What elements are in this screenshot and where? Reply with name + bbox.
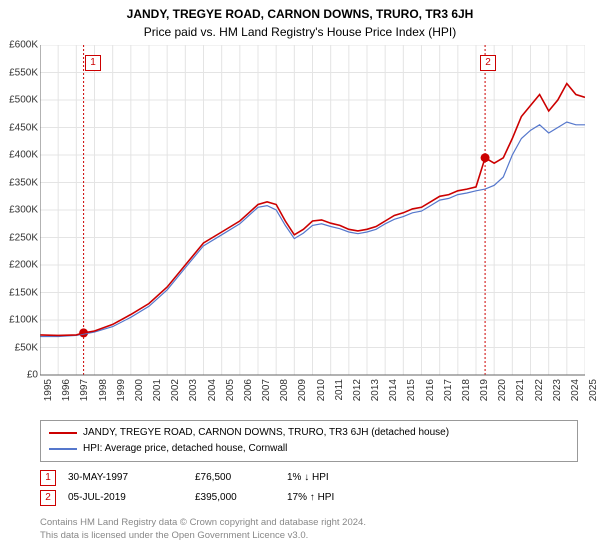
x-axis-tick-label: 2011	[334, 379, 345, 409]
x-axis-tick-label: 2016	[425, 379, 436, 409]
x-axis-tick-label: 2007	[261, 379, 272, 409]
y-axis-tick-label: £300K	[0, 205, 38, 216]
transactions-table: 1 30-MAY-1997 £76,500 1% ↓ HPI 2 05-JUL-…	[40, 468, 578, 508]
y-axis-tick-label: £350K	[0, 177, 38, 188]
x-axis-tick-label: 2013	[370, 379, 381, 409]
transaction-price: £76,500	[195, 468, 275, 488]
x-axis-tick-label: 2023	[552, 379, 563, 409]
chart-area: £0£50K£100K£150K£200K£250K£300K£350K£400…	[40, 45, 590, 415]
legend-swatch-2	[49, 448, 77, 450]
chart-marker-box: 1	[85, 55, 101, 71]
attribution: Contains HM Land Registry data © Crown c…	[40, 516, 578, 542]
transaction-pct: 1% ↓ HPI	[287, 468, 329, 488]
x-axis-tick-label: 1999	[116, 379, 127, 409]
y-axis-tick-label: £100K	[0, 315, 38, 326]
x-axis-tick-label: 2017	[443, 379, 454, 409]
x-axis-tick-label: 2005	[225, 379, 236, 409]
x-axis-tick-label: 2018	[461, 379, 472, 409]
x-axis-tick-label: 1995	[43, 379, 54, 409]
y-axis-tick-label: £400K	[0, 150, 38, 161]
y-axis-tick-label: £0	[0, 370, 38, 381]
x-axis-tick-label: 2003	[188, 379, 199, 409]
legend-swatch-1	[49, 432, 77, 434]
x-axis-tick-label: 1996	[61, 379, 72, 409]
x-axis-tick-label: 2014	[388, 379, 399, 409]
transaction-row: 2 05-JUL-2019 £395,000 17% ↑ HPI	[40, 488, 578, 508]
chart-title: JANDY, TREGYE ROAD, CARNON DOWNS, TRURO,…	[0, 0, 600, 21]
line-chart-svg	[40, 45, 585, 415]
y-axis-tick-label: £150K	[0, 287, 38, 298]
attribution-line-1: Contains HM Land Registry data © Crown c…	[40, 516, 578, 529]
legend-label-2: HPI: Average price, detached house, Corn…	[83, 441, 287, 457]
x-axis-tick-label: 2022	[534, 379, 545, 409]
chart-container: JANDY, TREGYE ROAD, CARNON DOWNS, TRURO,…	[0, 0, 600, 560]
x-axis-tick-label: 2008	[279, 379, 290, 409]
y-axis-tick-label: £550K	[0, 67, 38, 78]
x-axis-tick-label: 2019	[479, 379, 490, 409]
legend-item-1: JANDY, TREGYE ROAD, CARNON DOWNS, TRURO,…	[49, 425, 569, 441]
transaction-pct: 17% ↑ HPI	[287, 488, 334, 508]
y-axis-tick-label: £200K	[0, 260, 38, 271]
x-axis-tick-label: 2010	[316, 379, 327, 409]
transaction-marker-1: 1	[40, 470, 56, 486]
x-axis-tick-label: 2001	[152, 379, 163, 409]
x-axis-tick-label: 2006	[243, 379, 254, 409]
x-axis-tick-label: 2015	[406, 379, 417, 409]
x-axis-tick-label: 2000	[134, 379, 145, 409]
x-axis-tick-label: 2004	[207, 379, 218, 409]
x-axis-tick-label: 1998	[98, 379, 109, 409]
transaction-price: £395,000	[195, 488, 275, 508]
transaction-date: 30-MAY-1997	[68, 468, 183, 488]
chart-subtitle: Price paid vs. HM Land Registry's House …	[0, 21, 600, 45]
legend-label-1: JANDY, TREGYE ROAD, CARNON DOWNS, TRURO,…	[83, 425, 449, 441]
x-axis-tick-label: 2021	[515, 379, 526, 409]
x-axis-tick-label: 2024	[570, 379, 581, 409]
y-axis-tick-label: £50K	[0, 342, 38, 353]
transaction-date: 05-JUL-2019	[68, 488, 183, 508]
y-axis-tick-label: £450K	[0, 122, 38, 133]
transaction-row: 1 30-MAY-1997 £76,500 1% ↓ HPI	[40, 468, 578, 488]
chart-marker-box: 2	[480, 55, 496, 71]
legend-item-2: HPI: Average price, detached house, Corn…	[49, 441, 569, 457]
x-axis-tick-label: 2025	[588, 379, 599, 409]
y-axis-tick-label: £500K	[0, 95, 38, 106]
x-axis-tick-label: 2012	[352, 379, 363, 409]
legend: JANDY, TREGYE ROAD, CARNON DOWNS, TRURO,…	[40, 420, 578, 462]
transaction-marker-2: 2	[40, 490, 56, 506]
x-axis-tick-label: 1997	[79, 379, 90, 409]
x-axis-tick-label: 2009	[297, 379, 308, 409]
y-axis-tick-label: £600K	[0, 40, 38, 51]
x-axis-tick-label: 2020	[497, 379, 508, 409]
y-axis-tick-label: £250K	[0, 232, 38, 243]
x-axis-tick-label: 2002	[170, 379, 181, 409]
attribution-line-2: This data is licensed under the Open Gov…	[40, 529, 578, 542]
